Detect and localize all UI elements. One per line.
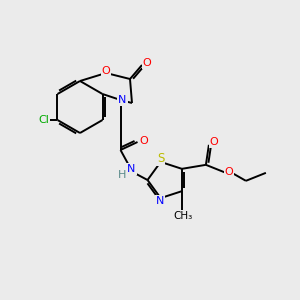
Text: O: O	[142, 58, 152, 68]
Text: N: N	[155, 196, 164, 206]
Text: Cl: Cl	[38, 115, 49, 125]
Text: N: N	[127, 164, 136, 174]
Text: N: N	[118, 95, 127, 105]
Text: S: S	[157, 152, 164, 165]
Text: CH₃: CH₃	[173, 211, 193, 221]
Text: H: H	[118, 170, 127, 180]
Text: O: O	[102, 66, 110, 76]
Text: O: O	[139, 136, 148, 146]
Text: O: O	[224, 167, 233, 177]
Text: O: O	[209, 137, 218, 147]
